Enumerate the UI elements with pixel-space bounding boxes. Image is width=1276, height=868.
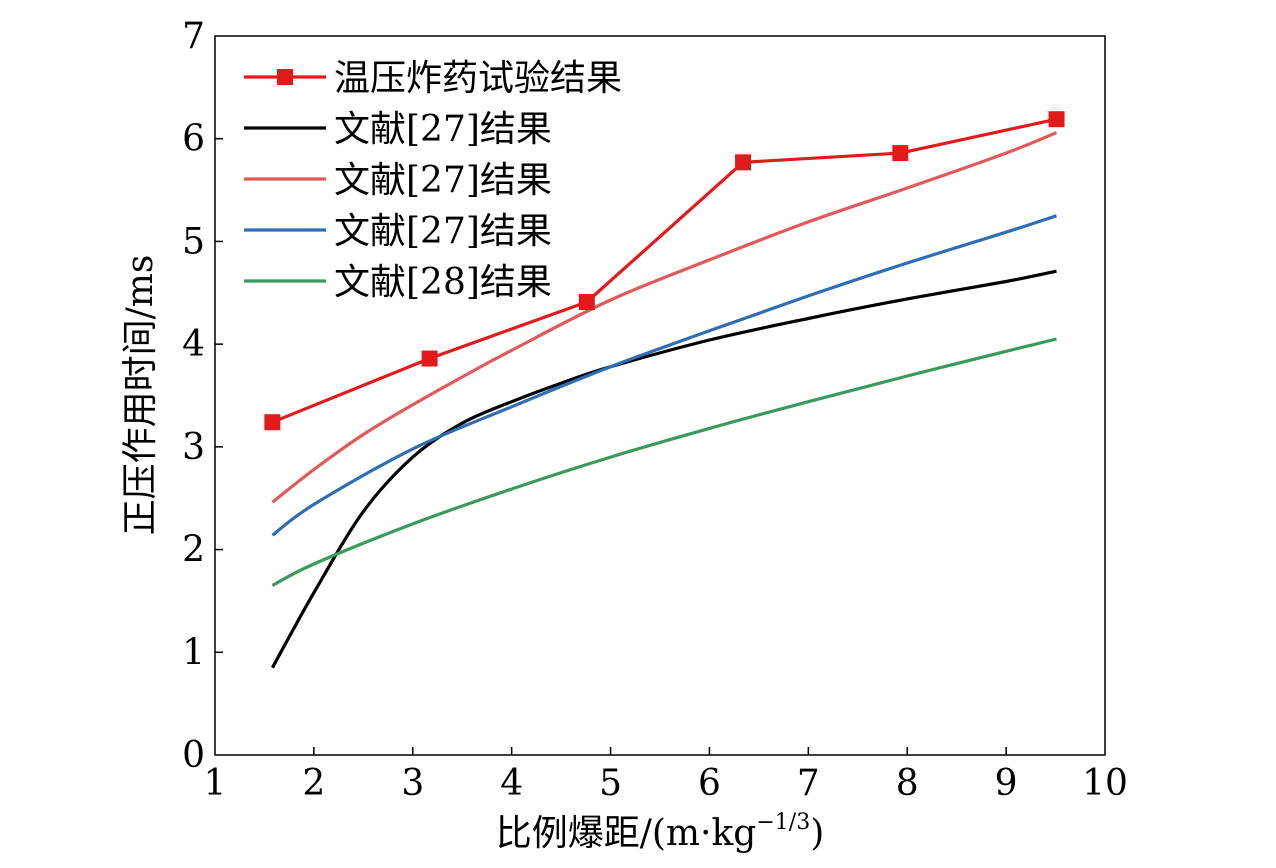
y-tick-label: 0	[182, 735, 205, 776]
series-line-0	[271, 117, 1057, 424]
legend-label-3: 文献[27]结果	[334, 211, 552, 252]
x-tick-label: 4	[500, 763, 523, 804]
legend-label-2: 文献[27]结果	[334, 160, 552, 201]
x-tick-label: 9	[995, 763, 1018, 804]
data-point-marker	[1048, 111, 1065, 128]
y-tick-label: 4	[182, 324, 205, 365]
series-line-3	[271, 214, 1057, 537]
y-tick-label: 2	[182, 530, 205, 571]
x-tick-label: 5	[599, 763, 622, 804]
x-tick-label: 6	[698, 763, 721, 804]
data-point-marker	[421, 350, 438, 367]
y-tick-label: 1	[182, 632, 205, 673]
y-tick-label: 7	[182, 16, 205, 57]
data-point-marker	[735, 154, 752, 171]
plot-frame	[214, 35, 1106, 756]
x-tick-label: 2	[302, 763, 325, 804]
plot-area	[264, 111, 1065, 669]
series-line-1	[270, 269, 1057, 669]
legend-label-1: 文献[27]结果	[334, 109, 552, 150]
x-tick-label: 10	[1082, 763, 1128, 804]
x-axis-title-exponent: −1/3	[756, 810, 810, 835]
x-axis-title-main: 比例爆距/(m·kg	[496, 813, 757, 854]
x-tick-label: 3	[401, 763, 424, 804]
x-tick-label: 8	[896, 763, 919, 804]
series-line-4	[271, 337, 1057, 587]
data-point-marker	[264, 414, 281, 431]
y-tick-label: 6	[182, 119, 205, 160]
x-tick-label: 1	[204, 763, 227, 804]
y-tick-label: 5	[182, 221, 205, 262]
legend-label-4: 文献[28]结果	[334, 262, 552, 303]
x-axis-title-end: )	[810, 813, 824, 854]
legend-label-0: 温压炸药试验结果	[334, 58, 622, 99]
data-point-marker	[892, 145, 909, 162]
y-axis-title: 正压作用时间/ms	[120, 255, 161, 536]
x-axis-title: 比例爆距/(m·kg−1/3)	[496, 810, 825, 854]
x-tick-label: 7	[797, 763, 820, 804]
data-point-marker	[578, 294, 595, 311]
series-line-2	[271, 131, 1058, 504]
legend-marker-0	[277, 69, 293, 85]
y-tick-label: 3	[182, 427, 205, 468]
